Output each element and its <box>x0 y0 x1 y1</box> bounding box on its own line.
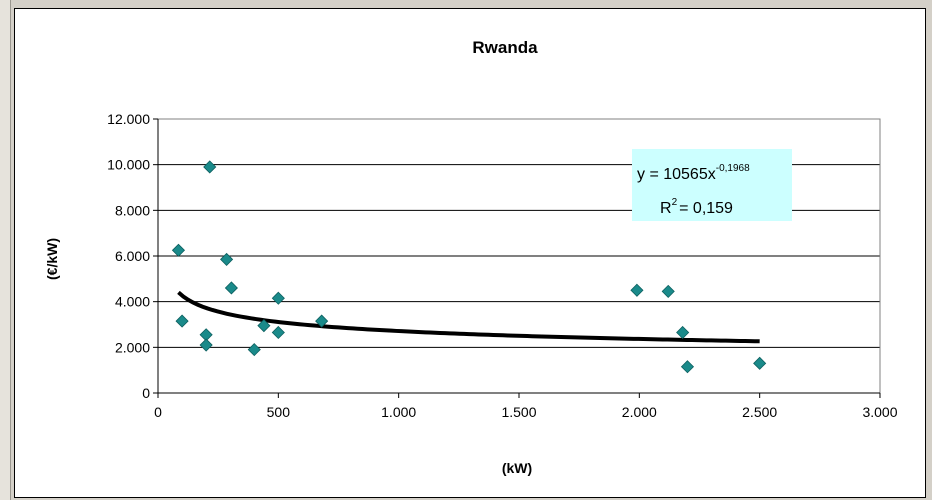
equation-line: y = 10565x-0,1968 <box>637 163 750 183</box>
scatter-chart: Rwanda 0 2.000 4.000 6.000 8.000 10.000 12.000… <box>44 38 898 476</box>
x-tick-label: 2.500 <box>742 404 777 420</box>
equation-text: y = 10565x <box>637 166 716 183</box>
r-squared-line: R2 = 0,159 <box>660 197 733 217</box>
data-point <box>199 338 213 352</box>
y-tick-label: 6.000 <box>115 248 150 264</box>
y-tick-label: 10.000 <box>107 157 150 173</box>
data-point <box>220 252 234 266</box>
window-left-edge <box>0 0 11 500</box>
data-point <box>203 160 217 174</box>
trendline-equation-box: y = 10565x-0,1968 R2 = 0,159 <box>632 149 792 221</box>
data-point <box>247 343 261 357</box>
y-tick-label: 4.000 <box>115 294 150 310</box>
chart-title: Rwanda <box>472 38 538 57</box>
data-point <box>753 356 767 370</box>
data-point <box>676 325 690 340</box>
y-tick-label: 8.000 <box>115 202 150 218</box>
data-point <box>680 360 695 374</box>
y-tick-label: 2.000 <box>115 339 150 355</box>
data-point <box>257 319 271 333</box>
data-point <box>224 281 238 295</box>
equation-exponent: -0,1968 <box>716 163 750 174</box>
r-squared-value: = 0,159 <box>679 200 733 217</box>
data-point <box>271 291 285 305</box>
x-tick-label: 0 <box>154 404 162 420</box>
x-tick-label: 3.000 <box>862 404 897 420</box>
x-axis-title: (kW) <box>502 460 532 476</box>
x-tick-label: 1.500 <box>501 404 536 420</box>
data-point <box>661 284 675 298</box>
data-point <box>175 314 189 328</box>
data-point <box>271 325 285 340</box>
equation-background <box>632 149 792 221</box>
y-axis-title: (€/kW) <box>44 238 60 280</box>
chart-area[interactable]: Rwanda 0 2.000 4.000 6.000 8.000 10.000 12.000… <box>14 8 926 498</box>
data-points <box>171 160 767 374</box>
trendline <box>177 290 760 344</box>
x-tick-label: 2.000 <box>622 404 657 420</box>
y-tick-labels: 0 2.000 4.000 6.000 8.000 10.000 12.000 <box>107 111 158 401</box>
data-point <box>315 314 329 328</box>
r-squared-sup: 2 <box>672 197 678 208</box>
y-tick-label: 12.000 <box>107 111 150 127</box>
r-squared-label: R <box>660 200 672 217</box>
x-tick-labels: 0 500 1.000 1.500 2.000 2.500 3.000 <box>154 393 898 420</box>
y-tick-label: 0 <box>142 385 150 401</box>
x-tick-label: 500 <box>267 404 291 420</box>
x-tick-label: 1.000 <box>381 404 416 420</box>
data-point <box>630 283 644 297</box>
data-point <box>171 243 186 257</box>
